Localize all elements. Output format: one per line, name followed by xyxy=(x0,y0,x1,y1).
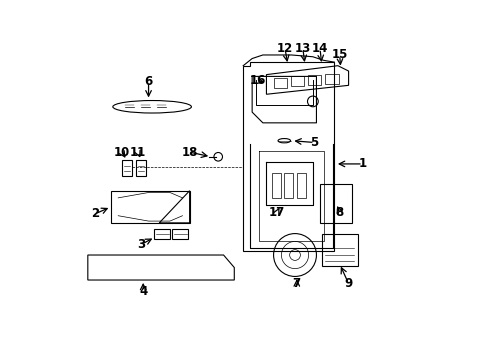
Text: 9: 9 xyxy=(344,277,353,290)
Text: 11: 11 xyxy=(130,146,146,159)
Bar xyxy=(325,73,339,84)
Bar xyxy=(320,184,352,223)
Bar xyxy=(122,160,132,176)
Text: 6: 6 xyxy=(145,75,153,88)
Bar xyxy=(322,234,358,266)
Text: 16: 16 xyxy=(249,74,266,87)
Bar xyxy=(297,173,306,198)
Text: 12: 12 xyxy=(277,42,293,55)
Text: 3: 3 xyxy=(137,238,146,251)
Text: 8: 8 xyxy=(336,206,344,219)
Text: 14: 14 xyxy=(312,42,328,55)
Bar xyxy=(154,229,170,239)
Bar xyxy=(284,173,293,198)
Bar xyxy=(111,191,190,223)
Text: 17: 17 xyxy=(269,206,285,219)
Text: 4: 4 xyxy=(139,285,147,298)
Bar xyxy=(172,229,188,239)
Text: 10: 10 xyxy=(114,146,130,159)
Text: 7: 7 xyxy=(293,277,301,290)
Bar xyxy=(291,76,304,86)
Text: 2: 2 xyxy=(91,207,99,220)
Text: 15: 15 xyxy=(331,49,348,62)
Bar xyxy=(273,78,287,88)
Text: 18: 18 xyxy=(181,146,198,159)
Text: 13: 13 xyxy=(295,42,311,55)
Bar xyxy=(272,173,281,198)
Bar xyxy=(308,75,321,85)
Text: 1: 1 xyxy=(359,157,367,170)
Text: 5: 5 xyxy=(311,136,319,149)
Bar xyxy=(136,160,146,176)
